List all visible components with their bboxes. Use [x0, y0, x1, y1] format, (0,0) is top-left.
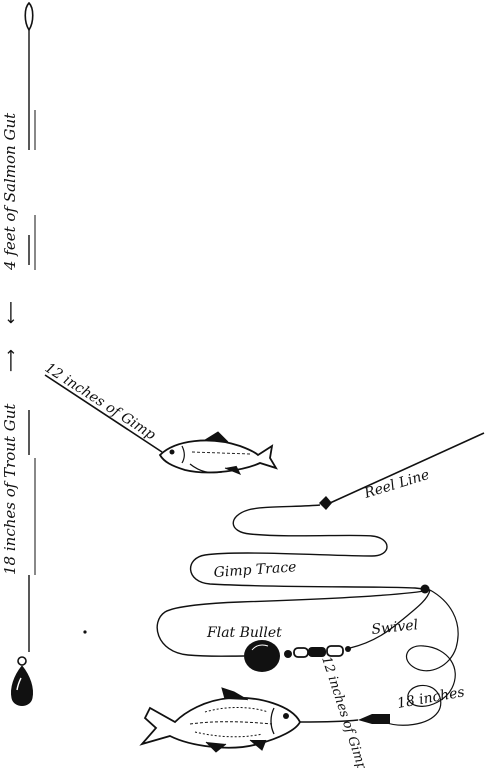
vertical-line-tackle [11, 1, 34, 706]
arrow-right-glyph: ⟶ [1, 349, 20, 372]
spiral-coil [383, 589, 459, 726]
trout-gut-label: 18 inches of Trout Gut [1, 403, 19, 575]
flat-bullet-label: Flat Bullet [206, 625, 282, 641]
swivel-label: Swivel [371, 617, 419, 638]
sinker-icon [11, 665, 33, 706]
sinker-small-icon [358, 714, 390, 724]
swivel-bead-icon [420, 584, 430, 594]
salmon-gut-label: 4 feet of Salmon Gut [1, 112, 19, 271]
knot-icon [319, 496, 332, 510]
eighteen-inches-label: 18 inches [396, 684, 466, 712]
gimp-line-upper [44, 374, 163, 453]
line-to-spiral [349, 589, 431, 649]
gimp-lower-label: 12 inches of Gimp [318, 655, 369, 768]
reel-line [329, 432, 485, 504]
gimp-upper-label: 12 inches of Gimp [42, 360, 159, 443]
flat-bullet-icon [244, 640, 280, 672]
fish-icon-upper [158, 431, 278, 475]
top-loop [24, 1, 34, 32]
gimp-trace-coil [156, 504, 431, 657]
fish-icon-lower [139, 687, 302, 753]
arrow-left-glyph: ⟵ [1, 301, 20, 324]
vertical-caption: 18 inches of Trout Gut ⟶ ⟵ 4 feet of Sal… [1, 110, 36, 575]
upper-bait-rig: 12 inches of Gimp [42, 360, 278, 475]
lower-gimp-line [299, 719, 359, 723]
sinker-eye [17, 656, 27, 666]
gimp-trace-label: Gimp Trace [213, 559, 297, 581]
swivel-chain [284, 645, 351, 658]
lower-bait-rig [139, 687, 390, 753]
stray-mark [83, 630, 87, 634]
